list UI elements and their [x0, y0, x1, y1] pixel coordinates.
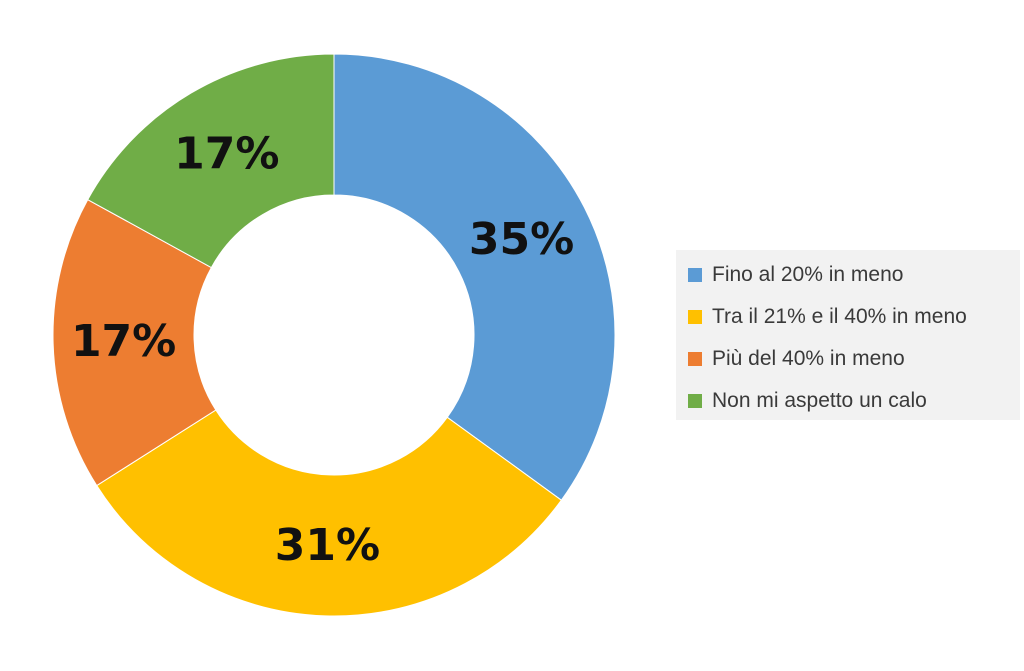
legend-swatch	[688, 268, 702, 282]
donut-slice	[87, 53, 335, 269]
legend-label: Tra il 21% e il 40% in meno	[712, 305, 967, 328]
legend-item-piu-del-40: Più del 40% in meno	[676, 338, 1020, 380]
legend-label: Non mi aspetto un calo	[712, 389, 927, 412]
legend-label: Fino al 20% in meno	[712, 263, 904, 286]
donut-slice	[52, 198, 217, 487]
chart-legend: Fino al 20% in meno Tra il 21% e il 40% …	[676, 250, 1020, 420]
donut-slice	[333, 53, 616, 501]
donut-data-labels: 35% 31% 17% 17%	[71, 128, 574, 571]
donut-slices	[52, 53, 616, 617]
slice-data-label: 17%	[174, 128, 279, 179]
legend-swatch	[688, 352, 702, 366]
slice-data-label: 31%	[275, 520, 380, 571]
legend-swatch	[688, 394, 702, 408]
legend-item-tra-21-e-40: Tra il 21% e il 40% in meno	[676, 296, 1020, 338]
legend-label: Più del 40% in meno	[712, 347, 905, 370]
legend-swatch	[688, 310, 702, 324]
legend-item-fino-al-20: Fino al 20% in meno	[676, 254, 1020, 296]
slice-data-label: 17%	[71, 316, 176, 367]
donut-slice	[96, 409, 563, 617]
legend-item-nessun-calo: Non mi aspetto un calo	[676, 380, 1020, 422]
slice-data-label: 35%	[469, 214, 574, 265]
